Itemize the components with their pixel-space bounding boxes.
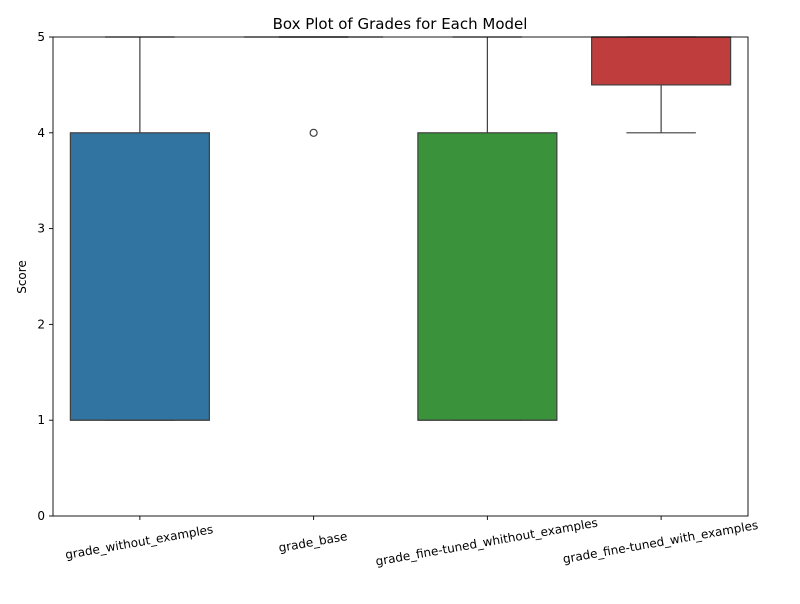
y-tick-label: 0 xyxy=(37,509,45,523)
box-4 xyxy=(591,36,732,86)
y-tick-label: 2 xyxy=(37,317,45,331)
chart-title: Box Plot of Grades for Each Model xyxy=(273,15,528,33)
plot-frame xyxy=(52,36,749,517)
y-tick-label: 1 xyxy=(37,413,45,427)
x-tick-label: grade_base xyxy=(277,529,348,555)
outlier-point xyxy=(309,128,318,137)
y-tick-label: 4 xyxy=(37,126,45,140)
y-tick-label: 5 xyxy=(37,30,45,44)
box-1 xyxy=(69,132,210,421)
box-3 xyxy=(417,132,558,421)
x-tick-label: grade_without_examples xyxy=(64,522,214,562)
y-tick-label: 3 xyxy=(37,222,45,236)
y-axis-label: Score xyxy=(15,260,29,294)
